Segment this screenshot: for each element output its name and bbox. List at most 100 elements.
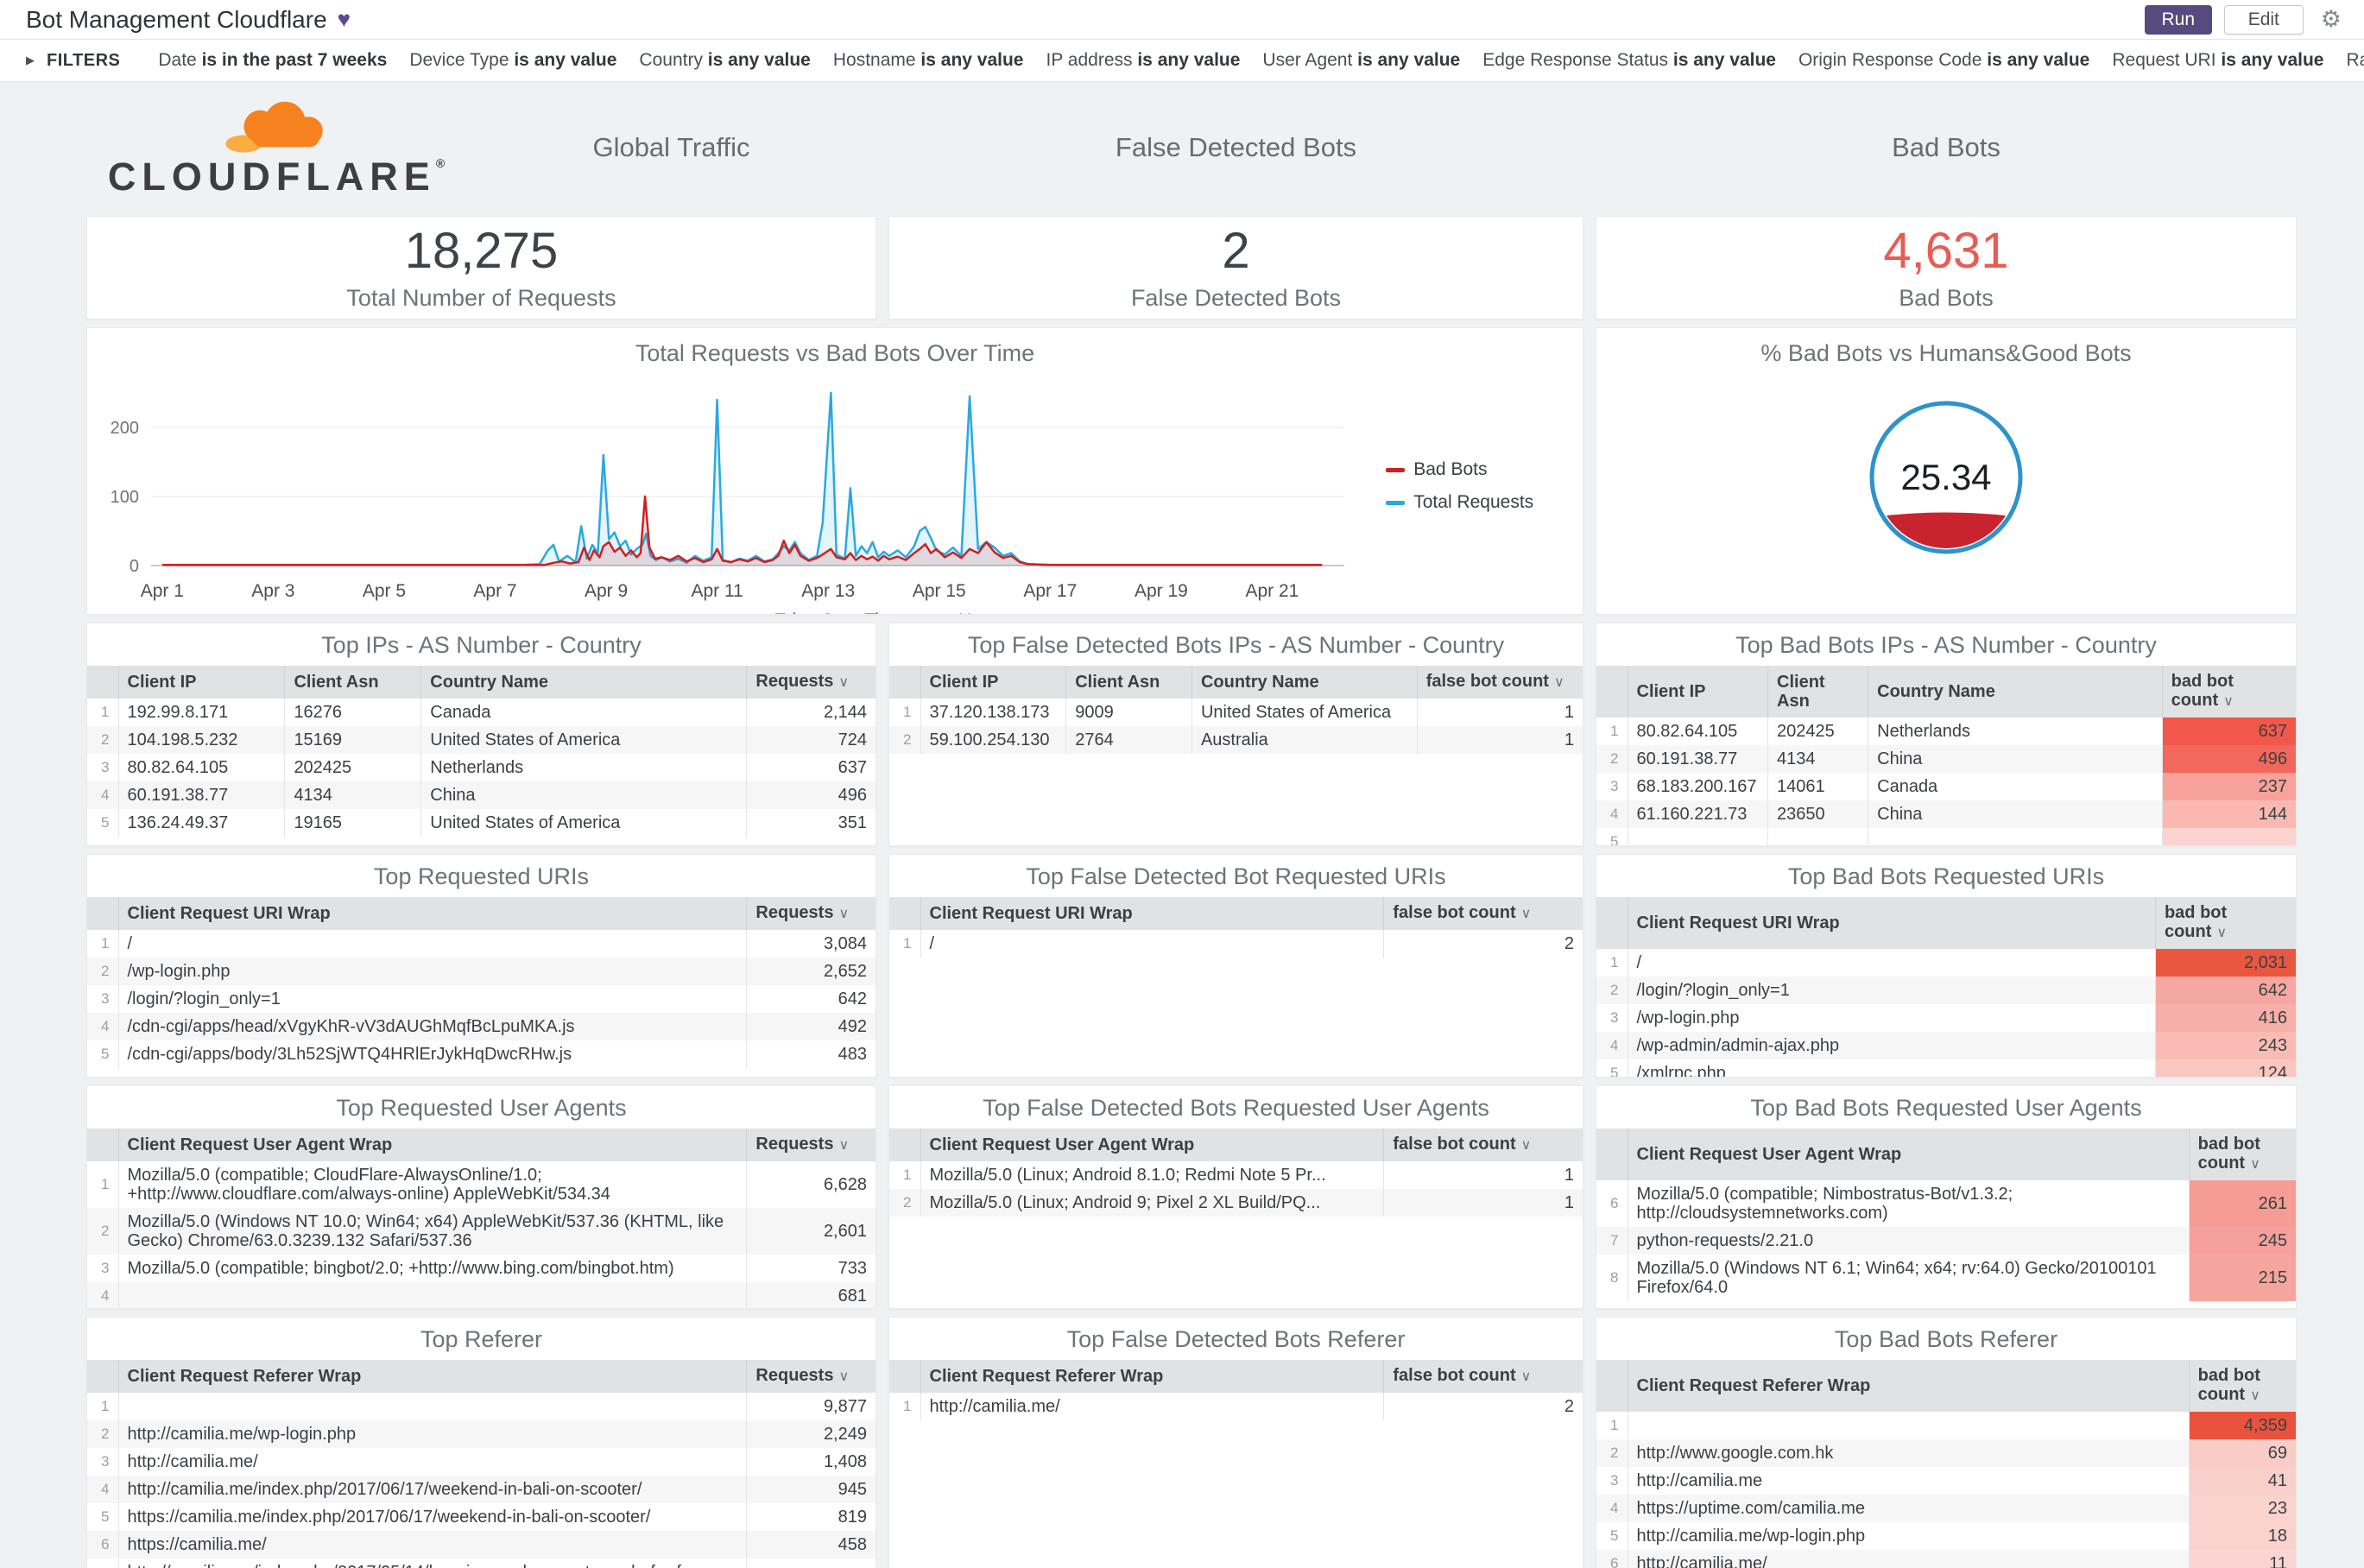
gear-icon[interactable]: ⚙ [2320, 6, 2342, 32]
table-row[interactable]: 1 /2,031 [1596, 949, 2296, 977]
column-header-uri[interactable]: Client Request URI Wrap [117, 897, 747, 930]
table-row[interactable]: 2/login/?login_only=1 642 [1596, 977, 2296, 1004]
table-row[interactable]: 1 192.99.8.171 16276 Canada 2,144 [87, 699, 875, 726]
table-row[interactable]: 4 61.160.221.73 23650 China 144 [1596, 800, 2296, 828]
column-header-value[interactable]: bad bot count ∨ [2154, 897, 2296, 949]
legend-item[interactable]: Total Requests [1386, 492, 1569, 513]
sort-desc-icon[interactable]: ∨ [2250, 1388, 2260, 1403]
table-row[interactable]: 3 http://camilia.me 41 [1596, 1467, 2296, 1495]
table-row[interactable]: 2 Mozilla/5.0 (Windows NT 10.0; Win64; x6… [87, 1208, 875, 1255]
column-header-uri[interactable]: Client Request URI Wrap [920, 897, 1384, 930]
table-row[interactable]: 1 Mozilla/5.0 (Linux; Android 8.1.0; Redm… [889, 1161, 1583, 1189]
table-row[interactable]: 3 http://camilia.me/1,408 [87, 1448, 875, 1476]
column-header-value[interactable]: false bot count ∨ [1383, 1129, 1583, 1161]
table-row[interactable]: 4 https://uptime.com/camilia.me 23 [1596, 1495, 2296, 1522]
sort-desc-icon[interactable]: ∨ [2223, 694, 2234, 709]
column-header-asn[interactable]: Client Asn [284, 666, 421, 699]
table-row[interactable]: 1 http://camilia.me/2 [889, 1393, 1583, 1420]
column-header-asn[interactable]: Client Asn [1065, 666, 1192, 699]
column-header-ip[interactable]: Client IP [1627, 666, 1768, 718]
sort-desc-icon[interactable]: ∨ [1520, 1369, 1532, 1384]
table-row[interactable]: 1 80.82.64.105 202425 Netherlands 637 [1596, 718, 2296, 745]
run-button[interactable]: Run [2144, 4, 2212, 35]
filter-item[interactable]: Hostname is any value [832, 50, 1024, 70]
table-row[interactable]: 4 60.191.38.77 4134 China 496 [87, 781, 875, 809]
edit-button[interactable]: Edit [2223, 4, 2304, 35]
filter-item[interactable]: Edge Response Status is any value [1482, 50, 1776, 70]
table-row[interactable]: 5/xmlrpc.php 124 [1596, 1059, 2296, 1077]
column-header-agent[interactable]: Client Request User Agent Wrap [920, 1129, 1384, 1161]
table-row[interactable]: 5 http://camilia.me/wp-login.php 18 [1596, 1522, 2296, 1550]
filter-item[interactable]: Device Type is any value [409, 50, 617, 70]
table-row[interactable]: 1 /2 [889, 930, 1583, 958]
table-row[interactable]: 2 http://camilia.me/wp-login.php 2,249 [87, 1420, 875, 1448]
column-header-ref[interactable]: Client Request Referer Wrap [920, 1360, 1384, 1393]
filter-item[interactable]: RayID is any value [2346, 50, 2364, 70]
column-header-ref[interactable]: Client Request Referer Wrap [1627, 1360, 2190, 1412]
sort-desc-icon[interactable]: ∨ [2250, 1157, 2260, 1172]
column-header-agent[interactable]: Client Request User Agent Wrap [117, 1129, 747, 1161]
filters-expander-icon[interactable]: ▶ [26, 54, 35, 66]
column-header-value[interactable]: false bot count ∨ [1383, 1360, 1583, 1393]
column-header-uri[interactable]: Client Request URI Wrap [1627, 897, 2156, 949]
table-row[interactable]: 2 http://www.google.com.hk 69 [1596, 1439, 2296, 1467]
column-header-value[interactable]: false bot count ∨ [1416, 666, 1583, 699]
sort-desc-icon[interactable]: ∨ [2216, 926, 2228, 940]
table-row[interactable]: 1 9,877 [87, 1393, 875, 1420]
sort-desc-icon[interactable]: ∨ [1553, 675, 1564, 690]
table-row[interactable]: 1 37.120.138.173 9009 United States of Amer… [889, 699, 1583, 726]
table-row[interactable]: 5/cdn-cgi/apps/body/3Lh52SjWTQ4HRlErJykH… [87, 1040, 875, 1068]
table-row[interactable]: 6 Mozilla/5.0 (compatible; Nimbostratus-B… [1596, 1180, 2296, 1227]
filters-label[interactable]: FILTERS [47, 50, 121, 70]
table-row[interactable]: 3 68.183.200.167 14061 Canada 237 [1596, 773, 2296, 800]
column-header-ip[interactable]: Client IP [117, 666, 285, 699]
table-row[interactable]: 1 /3,084 [87, 930, 875, 958]
column-header-value[interactable]: Requests ∨ [746, 1129, 875, 1161]
filter-item[interactable]: Request URI is any value [2112, 50, 2324, 70]
table-row[interactable]: 4/cdn-cgi/apps/head/xVgyKhR-vV3dAUGhMqfB… [87, 1013, 875, 1040]
column-header-country[interactable]: Country Name [420, 666, 747, 699]
table-row[interactable]: 6 https://camilia.me/458 [87, 1531, 875, 1559]
table-row[interactable]: 2 60.191.38.77 4134 China 496 [1596, 745, 2296, 773]
legend-item[interactable]: Bad Bots [1386, 459, 1569, 480]
table-row[interactable]: 5 136.24.49.37 19165 United States of Ameri… [87, 809, 875, 837]
table-row[interactable]: 4 681 [87, 1282, 875, 1308]
table-row[interactable]: 8 Mozilla/5.0 (Windows NT 6.1; Win64; x64… [1596, 1255, 2296, 1301]
filter-item[interactable]: User Agent is any value [1262, 50, 1461, 70]
sort-desc-icon[interactable]: ∨ [838, 907, 850, 921]
table-row[interactable]: 5 [1596, 828, 2296, 845]
table-row[interactable]: 2 104.198.5.232 15169 United States of Amer… [87, 726, 875, 754]
table-row[interactable]: 2 Mozilla/5.0 (Linux; Android 9; Pixel 2 … [889, 1189, 1583, 1217]
column-header-value[interactable]: bad bot count ∨ [2188, 1129, 2296, 1180]
column-header-value[interactable]: bad bot count ∨ [2188, 1360, 2296, 1412]
table-row[interactable]: 7 python-requests/2.21.0 245 [1596, 1227, 2296, 1255]
column-header-agent[interactable]: Client Request User Agent Wrap [1627, 1129, 2190, 1180]
column-header-country[interactable]: Country Name [1191, 666, 1418, 699]
filter-item[interactable]: Origin Response Code is any value [1798, 50, 2090, 70]
timeseries-chart[interactable]: 0 100 200 Apr 1 Apr 3 Apr 5 Apr 7 Apr 9 Apr 11 Ap… [101, 374, 1386, 615]
filter-item[interactable]: IP address is any value [1046, 50, 1241, 70]
filter-item[interactable]: Country is any value [639, 50, 811, 70]
column-header-value[interactable]: Requests ∨ [746, 897, 875, 930]
column-header-ref[interactable]: Client Request Referer Wrap [117, 1360, 747, 1393]
column-header-value[interactable]: bad bot count ∨ [2161, 666, 2296, 718]
column-header-asn[interactable]: Client Asn [1767, 666, 1868, 718]
sort-desc-icon[interactable]: ∨ [838, 1138, 850, 1153]
table-row[interactable]: 3 Mozilla/5.0 (compatible; bingbot/2.0; +… [87, 1255, 875, 1282]
table-row[interactable]: 2/wp-login.php 2,652 [87, 958, 875, 985]
column-header-ip[interactable]: Client IP [920, 666, 1066, 699]
table-row[interactable]: 2 59.100.254.130 2764 Australia 1 [889, 726, 1583, 754]
sort-desc-icon[interactable]: ∨ [838, 675, 850, 690]
table-row[interactable]: 1 Mozilla/5.0 (compatible; CloudFlare-Alw… [87, 1161, 875, 1208]
table-row[interactable]: 3/wp-login.php 416 [1596, 1004, 2296, 1032]
table-row[interactable]: 4/wp-admin/admin-ajax.php 243 [1596, 1032, 2296, 1059]
column-header-value[interactable]: Requests ∨ [746, 1360, 875, 1393]
table-row[interactable]: 1 4,359 [1596, 1412, 2296, 1439]
sort-desc-icon[interactable]: ∨ [838, 1369, 850, 1384]
table-row[interactable]: 7http://camilia.me/index.php/2017/05/14/… [87, 1559, 875, 1568]
table-row[interactable]: 6 http://camilia.me/11 [1596, 1550, 2296, 1568]
table-row[interactable]: 3 80.82.64.105 202425 Netherlands 637 [87, 754, 875, 781]
column-header-value[interactable]: false bot count ∨ [1383, 897, 1583, 930]
sort-desc-icon[interactable]: ∨ [1520, 1138, 1532, 1153]
column-header-country[interactable]: Country Name [1868, 666, 2163, 718]
